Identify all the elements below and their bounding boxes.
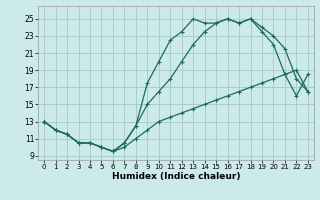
X-axis label: Humidex (Indice chaleur): Humidex (Indice chaleur) (112, 172, 240, 181)
